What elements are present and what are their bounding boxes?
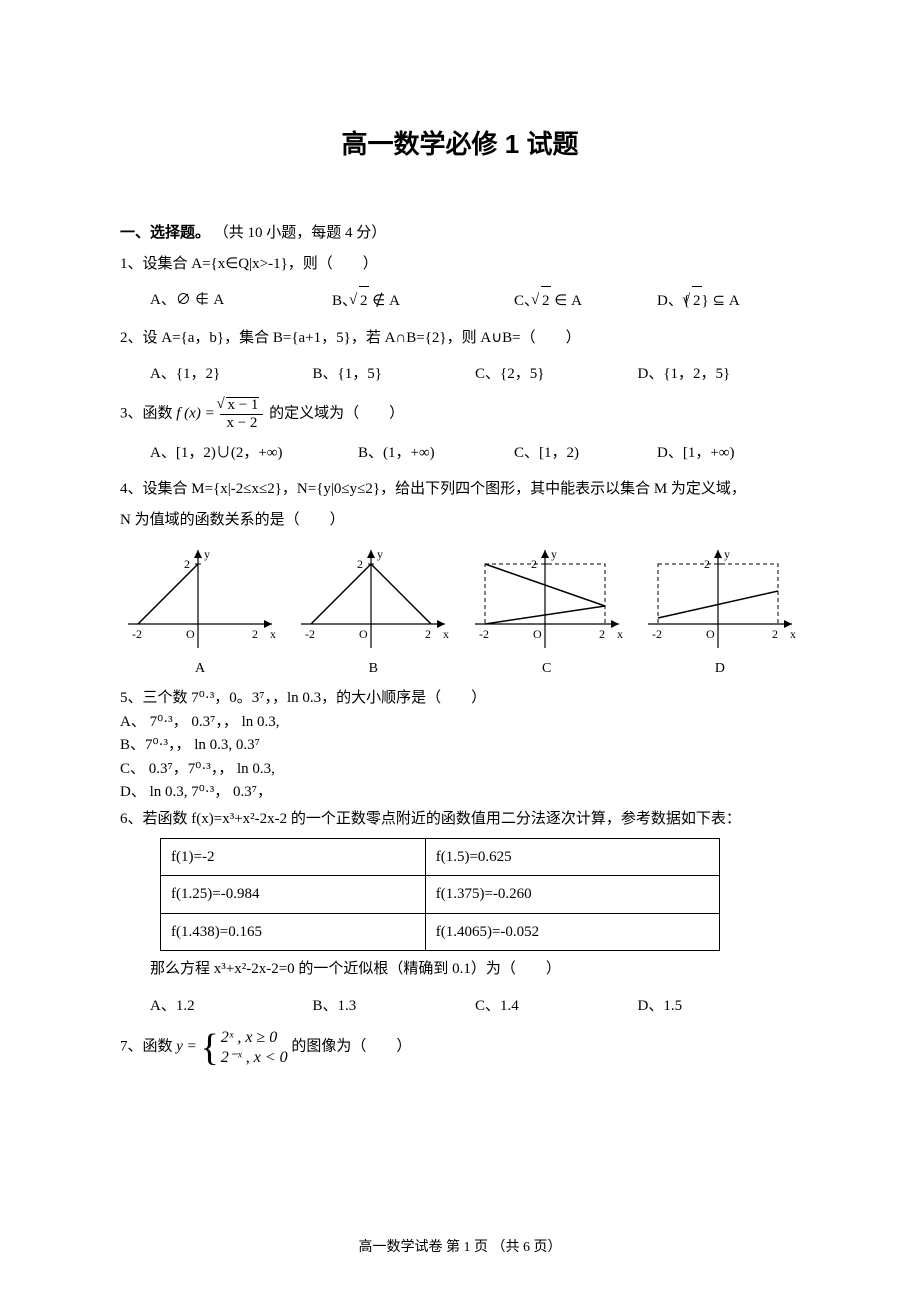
q6-cell-b1: f(1.5)=0.625 — [425, 838, 719, 876]
q3-A: A、[1，2)∪(2，+∞) — [150, 439, 358, 468]
svg-text:O: O — [359, 627, 368, 641]
q6-C: C、1.4 — [475, 992, 638, 1021]
table-row: f(1.438)=0.165 f(1.4065)=-0.052 — [161, 913, 720, 951]
q3-C: C、[1，2) — [514, 439, 657, 468]
q5-row2: C、 0.3⁷，7⁰·³，， ln 0.3, D、 ln 0.3, 7⁰·³， … — [120, 758, 800, 803]
q6-stem2: 那么方程 x³+x²-2x-2=0 的一个近似根（精确到 0.1）为（ ） — [120, 955, 800, 984]
svg-text:y: y — [724, 547, 730, 561]
q4-graph-B: xyO-222 B — [293, 544, 453, 683]
page-title: 高一数学必修 1 试题 — [120, 120, 800, 169]
svg-text:y: y — [551, 547, 557, 561]
q6-B: B、1.3 — [313, 992, 476, 1021]
q5-C: C、 0.3⁷，7⁰·³，， ln 0.3, — [120, 758, 460, 781]
svg-text:x: x — [617, 627, 623, 641]
q5-block: 5、三个数 7⁰·³，0。3⁷，，ln 0.3，的大小顺序是（ ） A、 7⁰·… — [120, 687, 800, 804]
q2-options: A、{1，2} B、{1，5} C、{2，5} D、{1，2，5} — [120, 360, 800, 389]
q1-C: C、2 ∈ A — [514, 286, 657, 316]
svg-text:2: 2 — [184, 557, 190, 571]
svg-text:x: x — [270, 627, 276, 641]
svg-text:y: y — [377, 547, 383, 561]
q6-A: A、1.2 — [150, 992, 313, 1021]
q6-cell-b3: f(1.4065)=-0.052 — [425, 913, 719, 951]
svg-text:2: 2 — [357, 557, 363, 571]
svg-text:x: x — [443, 627, 449, 641]
q5-B: B、7⁰·³，， ln 0.3, 0.3⁷ — [120, 734, 460, 757]
svg-text:2: 2 — [772, 627, 778, 641]
page-footer: 高一数学试卷 第 1 页 （共 6 页） — [0, 1235, 920, 1262]
q1-D: D、{2} ⊆ A — [657, 286, 800, 316]
svg-text:-2: -2 — [479, 627, 489, 641]
left-brace-icon: { — [201, 1029, 219, 1067]
q3-D: D、[1，+∞) — [657, 439, 800, 468]
q3-B: B、(1，+∞) — [358, 439, 514, 468]
q6-cell-a1: f(1)=-2 — [161, 838, 426, 876]
q7-piecewise: { 2ˣ , x ≥ 0 2⁻ˣ , x < 0 — [201, 1028, 288, 1066]
q6-table: f(1)=-2 f(1.5)=0.625 f(1.25)=-0.984 f(1.… — [160, 838, 720, 952]
table-row: f(1.25)=-0.984 f(1.375)=-0.260 — [161, 876, 720, 914]
q6-cell-a3: f(1.438)=0.165 — [161, 913, 426, 951]
svg-text:2: 2 — [252, 627, 258, 641]
q2-A: A、{1，2} — [150, 360, 313, 389]
svg-text:2: 2 — [531, 557, 537, 571]
section-1-heading: 一、选择题。 （共 10 小题，每题 4 分） — [120, 219, 800, 248]
q3-stem: 3、函数 f (x) = x − 1 x − 2 的定义域为（ ） — [120, 397, 800, 431]
svg-text:y: y — [204, 547, 210, 561]
q4-stem-1: 4、设集合 M={x|-2≤x≤2}，N={y|0≤y≤2}，给出下列四个图形，… — [120, 475, 800, 504]
q5-stem: 5、三个数 7⁰·³，0。3⁷，，ln 0.3，的大小顺序是（ ） — [120, 687, 800, 710]
q4-graph-C: xyO-222 C — [467, 544, 627, 683]
q1-B: B、2 ∉ A — [332, 286, 514, 316]
svg-text:-2: -2 — [305, 627, 315, 641]
svg-text:-2: -2 — [132, 627, 142, 641]
q4-graph-A: xyO-222 A — [120, 544, 280, 683]
q6-cell-a2: f(1.25)=-0.984 — [161, 876, 426, 914]
q2-stem: 2、设 A={a，b}，集合 B={a+1，5}，若 A∩B={2}，则 A∪B… — [120, 324, 800, 353]
q1-options: A、∅ ∉ A B、2 ∉ A C、2 ∈ A D、{2} ⊆ A — [120, 286, 800, 316]
q2-C: C、{2，5} — [475, 360, 638, 389]
q6-options: A、1.2 B、1.3 C、1.4 D、1.5 — [120, 992, 800, 1021]
q7-stem: 7、函数 y = { 2ˣ , x ≥ 0 2⁻ˣ , x < 0 的图像为（ … — [120, 1028, 800, 1066]
q5-A: A、 7⁰·³， 0.3⁷，， ln 0.3, — [120, 711, 460, 734]
q2-B: B、{1，5} — [313, 360, 476, 389]
svg-text:2: 2 — [425, 627, 431, 641]
svg-text:O: O — [186, 627, 195, 641]
q1-A: A、∅ ∉ A — [150, 286, 332, 316]
svg-text:x: x — [790, 627, 796, 641]
section-heading-note: （共 10 小题，每题 4 分） — [214, 225, 387, 241]
q6-D: D、1.5 — [638, 992, 801, 1021]
q6-stem: 6、若函数 f(x)=x³+x²-2x-2 的一个正数零点附近的函数值用二分法逐… — [120, 805, 800, 834]
svg-text:-2: -2 — [652, 627, 662, 641]
q3-fraction: x − 1 x − 2 — [220, 397, 263, 431]
svg-text:O: O — [533, 627, 542, 641]
q4-graph-D: xyO-222 D — [640, 544, 800, 683]
q1-stem: 1、设集合 A={x∈Q|x>-1}，则（ ） — [120, 250, 800, 279]
q5-D: D、 ln 0.3, 7⁰·³， 0.3⁷， — [120, 781, 460, 804]
svg-text:O: O — [706, 627, 715, 641]
svg-text:2: 2 — [704, 557, 710, 571]
q2-D: D、{1，2，5} — [638, 360, 801, 389]
q5-row1: A、 7⁰·³， 0.3⁷，， ln 0.3, B、7⁰·³，， ln 0.3,… — [120, 711, 800, 756]
q4-stem-2: N 为值域的函数关系的是（ ） — [120, 506, 800, 535]
q6-cell-b2: f(1.375)=-0.260 — [425, 876, 719, 914]
svg-text:2: 2 — [599, 627, 605, 641]
section-heading-text: 一、选择题。 — [120, 225, 210, 241]
q4-graphs: xyO-222 A xyO-222 B xyO-222 C xyO-222 D — [120, 544, 800, 683]
table-row: f(1)=-2 f(1.5)=0.625 — [161, 838, 720, 876]
q3-options: A、[1，2)∪(2，+∞) B、(1，+∞) C、[1，2) D、[1，+∞) — [120, 439, 800, 468]
